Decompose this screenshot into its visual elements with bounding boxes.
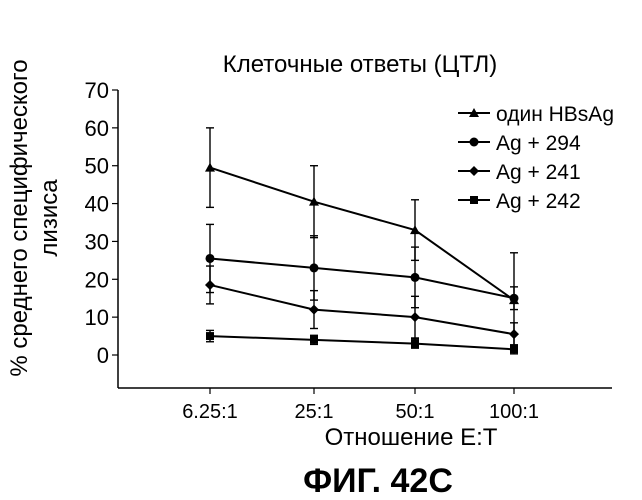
x-ticks: 6.25:1 25:1 50:1 100:1 <box>182 388 539 423</box>
y-ticks: 0 10 20 30 40 50 60 70 <box>85 78 118 368</box>
data-point-diamond <box>309 305 319 315</box>
data-point-square <box>411 340 419 348</box>
data-point-square <box>206 332 214 340</box>
series-line <box>210 258 514 298</box>
legend-item: Ag + 241 <box>458 161 581 184</box>
y-axis-label-line1: % среднего специфического <box>6 59 33 376</box>
x-tick-label: 100:1 <box>489 401 539 423</box>
data-point-triangle <box>205 163 215 172</box>
series-line <box>210 168 514 301</box>
figure-caption: ФИГ. 42C <box>303 462 453 500</box>
legend-label: Ag + 241 <box>496 161 581 184</box>
legend: один HBsAg Ag + 294 Ag + 241 Ag + 242 <box>458 103 614 213</box>
series-2 <box>206 224 519 309</box>
data-point-circle <box>206 254 215 263</box>
y-tick-label: 50 <box>85 154 109 179</box>
legend-item: один HBsAg <box>458 103 614 126</box>
data-point-diamond <box>410 312 420 322</box>
legend-label: Ag + 294 <box>496 132 581 155</box>
series-line <box>210 336 514 349</box>
y-tick-label: 60 <box>85 116 109 141</box>
legend-label: Ag + 242 <box>496 190 581 213</box>
series-1 <box>205 128 519 348</box>
y-axis-label-line2: лизиса <box>36 179 63 257</box>
series-line <box>210 285 514 334</box>
data-point-diamond <box>469 166 479 176</box>
y-tick-label: 0 <box>97 343 109 368</box>
y-tick-label: 20 <box>85 267 109 292</box>
data-point-square <box>310 336 318 344</box>
y-tick-label: 10 <box>85 305 109 330</box>
data-point-diamond <box>205 280 215 290</box>
data-point-circle <box>310 263 319 272</box>
legend-item: Ag + 242 <box>458 190 581 213</box>
data-point-square <box>510 345 518 353</box>
plot-area <box>205 128 519 354</box>
y-tick-label: 40 <box>85 192 109 217</box>
x-tick-label: 50:1 <box>396 401 435 423</box>
data-point-circle <box>470 138 479 147</box>
chart-title: Клеточные ответы (ЦТЛ) <box>223 51 497 78</box>
data-point-circle <box>510 294 519 303</box>
data-point-diamond <box>509 329 519 339</box>
y-tick-label: 70 <box>85 78 109 103</box>
x-tick-label: 25:1 <box>295 401 334 423</box>
series-3 <box>205 266 519 346</box>
data-point-circle <box>411 273 420 282</box>
legend-item: Ag + 294 <box>458 132 581 155</box>
x-axis-label: Отношение E:T <box>325 424 498 451</box>
data-point-square <box>470 196 478 204</box>
series-4 <box>206 330 518 353</box>
x-tick-label: 6.25:1 <box>182 401 238 423</box>
y-tick-label: 30 <box>85 229 109 254</box>
legend-label: один HBsAg <box>496 103 614 126</box>
